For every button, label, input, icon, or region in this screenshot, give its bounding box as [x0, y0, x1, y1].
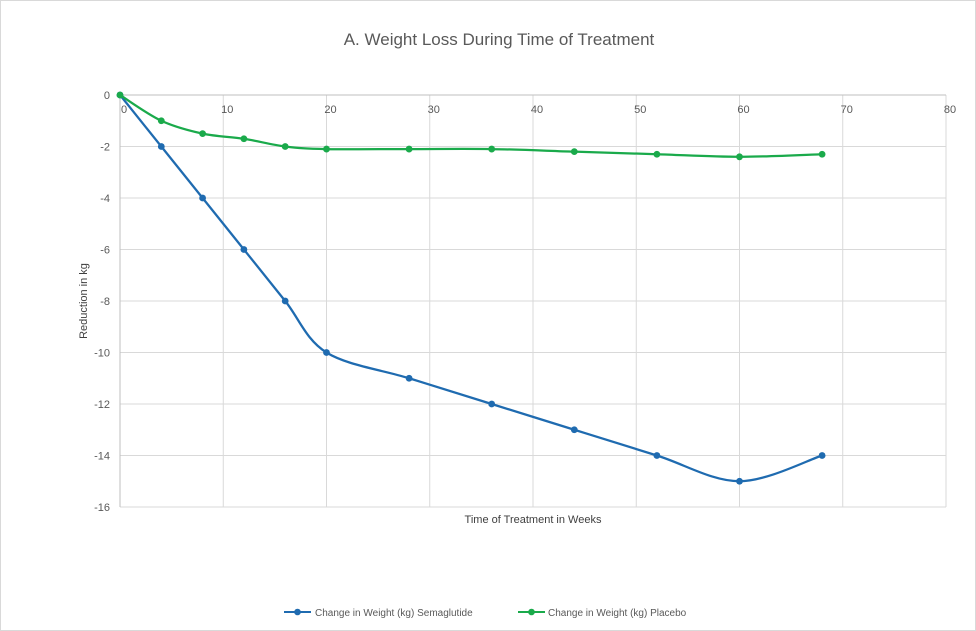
- data-point-semaglutide: [736, 477, 743, 485]
- legend: Change in Weight (kg) Semaglutide Change…: [284, 608, 687, 619]
- y-tick-label: -14: [94, 451, 110, 463]
- data-point-semaglutide: [570, 426, 578, 434]
- series-lines: [116, 91, 826, 485]
- gridlines: [120, 95, 947, 508]
- data-point-placebo: [323, 145, 330, 153]
- axes: [119, 94, 946, 507]
- data-point-placebo: [199, 130, 207, 138]
- data-point-semaglutide: [240, 246, 248, 253]
- data-point-placebo: [736, 153, 743, 161]
- legend-swatch-placebo-marker: [528, 608, 535, 616]
- data-point-semaglutide: [199, 194, 207, 202]
- legend-item-semaglutide: Change in Weight (kg) Semaglutide: [284, 608, 473, 619]
- y-tick-label: -2: [100, 142, 110, 154]
- data-point-placebo: [157, 117, 165, 125]
- y-tick-label: -10: [94, 348, 110, 360]
- legend-swatch-semaglutide-marker: [294, 608, 301, 616]
- x-tick-label: 20: [324, 104, 336, 116]
- data-point-semaglutide: [653, 452, 661, 459]
- data-point-semaglutide: [281, 297, 289, 305]
- y-tick-label: -4: [100, 193, 110, 205]
- data-point-placebo: [570, 148, 578, 156]
- x-tick-label: 10: [221, 104, 233, 116]
- data-point-placebo: [405, 145, 413, 153]
- data-point-placebo: [653, 150, 661, 158]
- y-axis-label: Reduction in kg: [78, 263, 90, 339]
- y-tick-label: -6: [100, 245, 110, 257]
- data-point-semaglutide: [323, 349, 330, 356]
- data-point-semaglutide: [405, 374, 413, 382]
- data-point-semaglutide: [818, 452, 826, 459]
- x-tick-label: 60: [737, 104, 749, 116]
- data-point-placebo: [818, 150, 826, 158]
- x-tick-label: 80: [944, 104, 956, 116]
- x-tick-label: 70: [841, 104, 853, 116]
- data-point-placebo: [281, 143, 289, 150]
- legend-label-semaglutide: Change in Weight (kg) Semaglutide: [315, 608, 473, 619]
- x-tick-label: 40: [531, 104, 543, 116]
- tick-labels: 0 -2 -4 -6 -8 -10 -12 -14 -16 0 10 20 30 40 50 60 70 80: [94, 90, 956, 514]
- data-point-semaglutide: [157, 143, 165, 150]
- y-tick-label: -12: [94, 399, 110, 411]
- data-point-placebo: [116, 91, 124, 99]
- chart-title: A. Weight Loss During Time of Treatment: [344, 30, 655, 49]
- data-point-placebo: [240, 135, 248, 143]
- data-point-placebo: [488, 145, 496, 153]
- x-tick-label: 30: [428, 104, 440, 116]
- series-line-semaglutide: [119, 94, 823, 483]
- x-axis-label: Time of Treatment in Weeks: [465, 514, 602, 526]
- y-tick-label: -8: [100, 296, 110, 308]
- y-tick-label: 0: [104, 90, 110, 102]
- x-tick-label: 50: [634, 104, 646, 116]
- y-tick-label: -16: [94, 502, 110, 514]
- legend-label-placebo: Change in Weight (kg) Placebo: [548, 608, 687, 619]
- legend-item-placebo: Change in Weight (kg) Placebo: [518, 608, 687, 619]
- data-point-semaglutide: [488, 400, 496, 408]
- x-tick-label: 0: [121, 104, 127, 116]
